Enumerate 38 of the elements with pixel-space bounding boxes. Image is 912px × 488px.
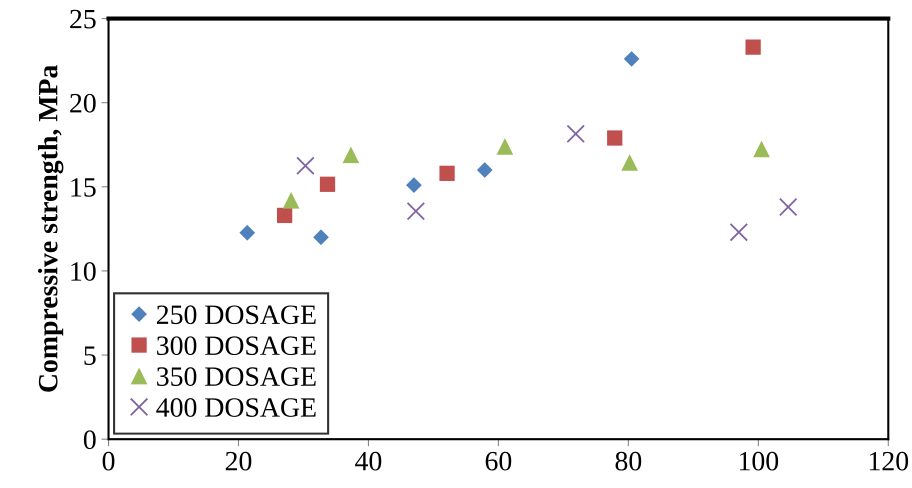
y-tick-label: 5 <box>84 346 96 365</box>
point <box>621 154 638 171</box>
x-tick-label: 0 <box>102 452 114 471</box>
point <box>778 198 798 216</box>
point <box>753 140 770 158</box>
point <box>496 138 514 155</box>
x-tick-label: 40 <box>355 452 382 471</box>
point <box>276 208 292 224</box>
x-tick-label: 60 <box>486 452 512 471</box>
x-tick-label: 100 <box>740 452 778 471</box>
legend-label: 400 DOSAGE <box>156 398 316 417</box>
legend-label: 350 DOSAGE <box>157 367 316 386</box>
point <box>566 124 585 144</box>
y-tick-label: 10 <box>71 262 96 281</box>
y-tick-label: 0 <box>84 430 96 450</box>
point <box>476 162 493 178</box>
y-axis-title: Compressive strength, MPa <box>38 65 64 392</box>
point <box>624 51 640 67</box>
x-tick-label: 120 <box>870 452 908 471</box>
y-tick-label: 15 <box>71 178 96 197</box>
point <box>282 192 300 209</box>
point <box>406 177 422 193</box>
point <box>745 40 761 55</box>
point <box>342 146 360 164</box>
point <box>730 223 748 242</box>
point <box>439 166 455 181</box>
point <box>320 176 336 192</box>
legend-label: 300 DOSAGE <box>157 336 316 356</box>
y-tick-label: 20 <box>70 94 96 113</box>
point <box>239 224 256 241</box>
x-tick-label: 20 <box>226 452 252 471</box>
point <box>296 156 315 176</box>
point <box>406 202 426 220</box>
legend-label: 250 DOSAGE <box>156 305 316 324</box>
point <box>313 229 329 246</box>
x-tick-label: 80 <box>616 452 642 471</box>
y-tick-label: 25 <box>70 10 96 28</box>
point <box>607 130 622 146</box>
